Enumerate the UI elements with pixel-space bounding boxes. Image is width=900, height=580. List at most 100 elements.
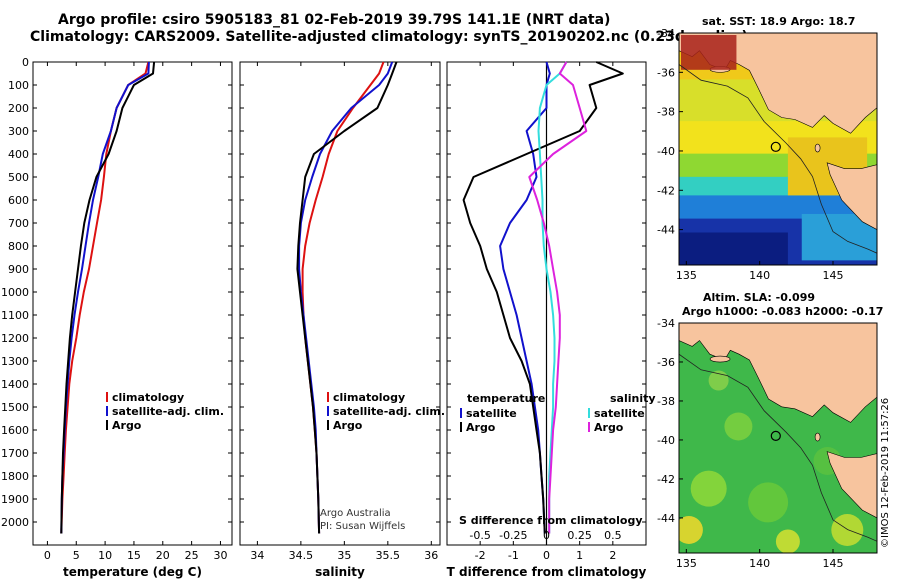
s-diff-tick-label: 0.25 <box>567 529 592 542</box>
temp-xtick-label: 15 <box>127 549 141 562</box>
temp-x-axis-label: temperature (deg C) <box>63 565 202 579</box>
temp-legend-label: climatology <box>112 391 184 404</box>
chart-title-line2: Climatology: CARS2009. Satellite-adjuste… <box>30 29 748 45</box>
diff-legend-title-salinity: salinity <box>610 392 656 405</box>
depth-tick-label: 1700 <box>1 447 29 460</box>
sal-series-argo <box>296 61 398 534</box>
depth-tick-label: 1900 <box>1 493 29 506</box>
depth-tick-label: 2000 <box>1 516 29 529</box>
sla-map-xtick-label: 135 <box>676 557 697 570</box>
diff-legend-label: Argo <box>594 421 624 434</box>
chart-title-line1: Argo profile: csiro 5905183_81 02-Feb-20… <box>58 12 611 28</box>
s-diff-tick-label: -0.25 <box>499 529 527 542</box>
diff-legend-label: satellite <box>466 407 517 420</box>
temp-xtick-label: 5 <box>73 549 80 562</box>
depth-tick-label: 1600 <box>1 424 29 437</box>
sla-map-title-line1: Altim. SLA: -0.099 <box>703 291 816 304</box>
depth-tick-label: 1800 <box>1 470 29 483</box>
diff-xtick-label: 0 <box>543 549 550 562</box>
sal-xtick-label: 34.5 <box>289 549 314 562</box>
sla-map-group <box>678 322 878 554</box>
depth-tick-label: 0 <box>22 56 29 69</box>
depth-tick-label: 900 <box>8 263 29 276</box>
sst-argo-float-marker <box>770 141 781 152</box>
diff-legend-label: Argo <box>466 421 496 434</box>
sal-xtick-label: 35.5 <box>376 549 401 562</box>
s-diff-tick-label: 0 <box>543 529 550 542</box>
depth-tick-label: 1500 <box>1 401 29 414</box>
diff-xtick-label: -2 <box>475 549 486 562</box>
diff-xtick-label: 1 <box>576 549 583 562</box>
depth-tick-label: 800 <box>8 240 29 253</box>
sla-tasmania <box>826 451 877 519</box>
sla-anomaly-blob <box>831 514 864 546</box>
depth-tick-label: 500 <box>8 171 29 184</box>
depth-tick-label: 1100 <box>1 309 29 322</box>
sst-shelf-contour <box>679 64 877 254</box>
sal-legend-label: climatology <box>333 391 405 404</box>
depth-tick-label: 1300 <box>1 355 29 368</box>
temp-xtick-label: 25 <box>185 549 199 562</box>
sal-x-axis-label: salinity <box>315 565 365 579</box>
temp-xtick-label: 0 <box>44 549 51 562</box>
depth-tick-label: 1400 <box>1 378 29 391</box>
sla-anomaly-blob <box>775 529 800 553</box>
depth-tick-label: 1000 <box>1 286 29 299</box>
sst-tasmania <box>826 162 877 230</box>
sla-map-ytick-label: -40 <box>657 434 675 447</box>
sst-cold-patch <box>679 232 788 265</box>
sla-argo-float-marker <box>770 430 781 441</box>
sla-king-island <box>814 432 821 442</box>
sla-shelf-contour <box>679 353 877 542</box>
sla-map-ytick-label: -36 <box>657 356 675 369</box>
sla-map-xtick-label: 145 <box>823 557 844 570</box>
sst-map-frame <box>678 32 878 266</box>
temp-plot-frame <box>32 61 233 546</box>
sal-legend-label: satellite-adj. clim. <box>333 405 445 418</box>
sst-king-island <box>814 143 821 153</box>
diff-legend-title-temperature: temperature <box>467 392 545 405</box>
sal-legend-label: Argo <box>333 419 363 432</box>
sst-map-ytick-label: -44 <box>657 224 675 237</box>
depth-tick-label: 1200 <box>1 332 29 345</box>
argo-australia-note: Argo Australia <box>320 508 391 519</box>
sla-anomaly-blob <box>679 516 703 544</box>
sla-map-ytick-label: -38 <box>657 395 675 408</box>
depth-tick-label: 600 <box>8 194 29 207</box>
temp-legend-label: Argo <box>112 419 142 432</box>
sst-map-xtick-label: 135 <box>676 269 697 282</box>
depth-tick-label: 300 <box>8 125 29 138</box>
depth-tick-label: 100 <box>8 79 29 92</box>
sst-map-ytick-label: -40 <box>657 145 675 158</box>
sst-map-group <box>678 32 878 266</box>
sla-map-xtick-label: 140 <box>749 557 770 570</box>
sst-map-content <box>679 33 877 265</box>
diff-series-salinity-satellite <box>537 61 568 534</box>
pi-name-note: PI: Susan Wijffels <box>320 521 405 532</box>
diff-series-salinity-argo <box>528 61 588 534</box>
sal-xtick-label: 35 <box>337 549 351 562</box>
sst-gulf-hot-patch <box>681 35 737 70</box>
diff-series-temperature-argo <box>462 61 624 534</box>
sst-map-ytick-label: -36 <box>657 66 675 79</box>
sla-mainland <box>679 323 877 423</box>
sst-map-ytick-label: -38 <box>657 106 675 119</box>
sla-map-frame <box>678 322 878 554</box>
diff-xtick-label: -1 <box>508 549 519 562</box>
sla-anomaly-blob <box>748 482 789 523</box>
sla-map-title-line2: Argo h1000: -0.083 h2000: -0.17 <box>682 305 884 318</box>
temp-xtick-label: 10 <box>98 549 112 562</box>
sla-anomaly-blob <box>708 370 729 391</box>
diff-xtick-label: 2 <box>609 549 616 562</box>
sal-plot-frame <box>239 61 441 546</box>
sst-map-xtick-label: 140 <box>749 269 770 282</box>
sst-map-xtick-label: 145 <box>823 269 844 282</box>
sla-anomaly-blob <box>724 412 753 441</box>
diff-legend-label: satellite <box>594 407 645 420</box>
sla-map-content <box>679 323 877 553</box>
sla-map-ytick-label: -34 <box>657 317 675 330</box>
s-diff-tick-label: -0.5 <box>469 529 490 542</box>
s-diff-axis-label: S difference from climatology <box>459 514 643 527</box>
temp-series-argo <box>60 61 156 534</box>
sst-map-title: sat. SST: 18.9 Argo: 18.7 <box>702 15 856 28</box>
